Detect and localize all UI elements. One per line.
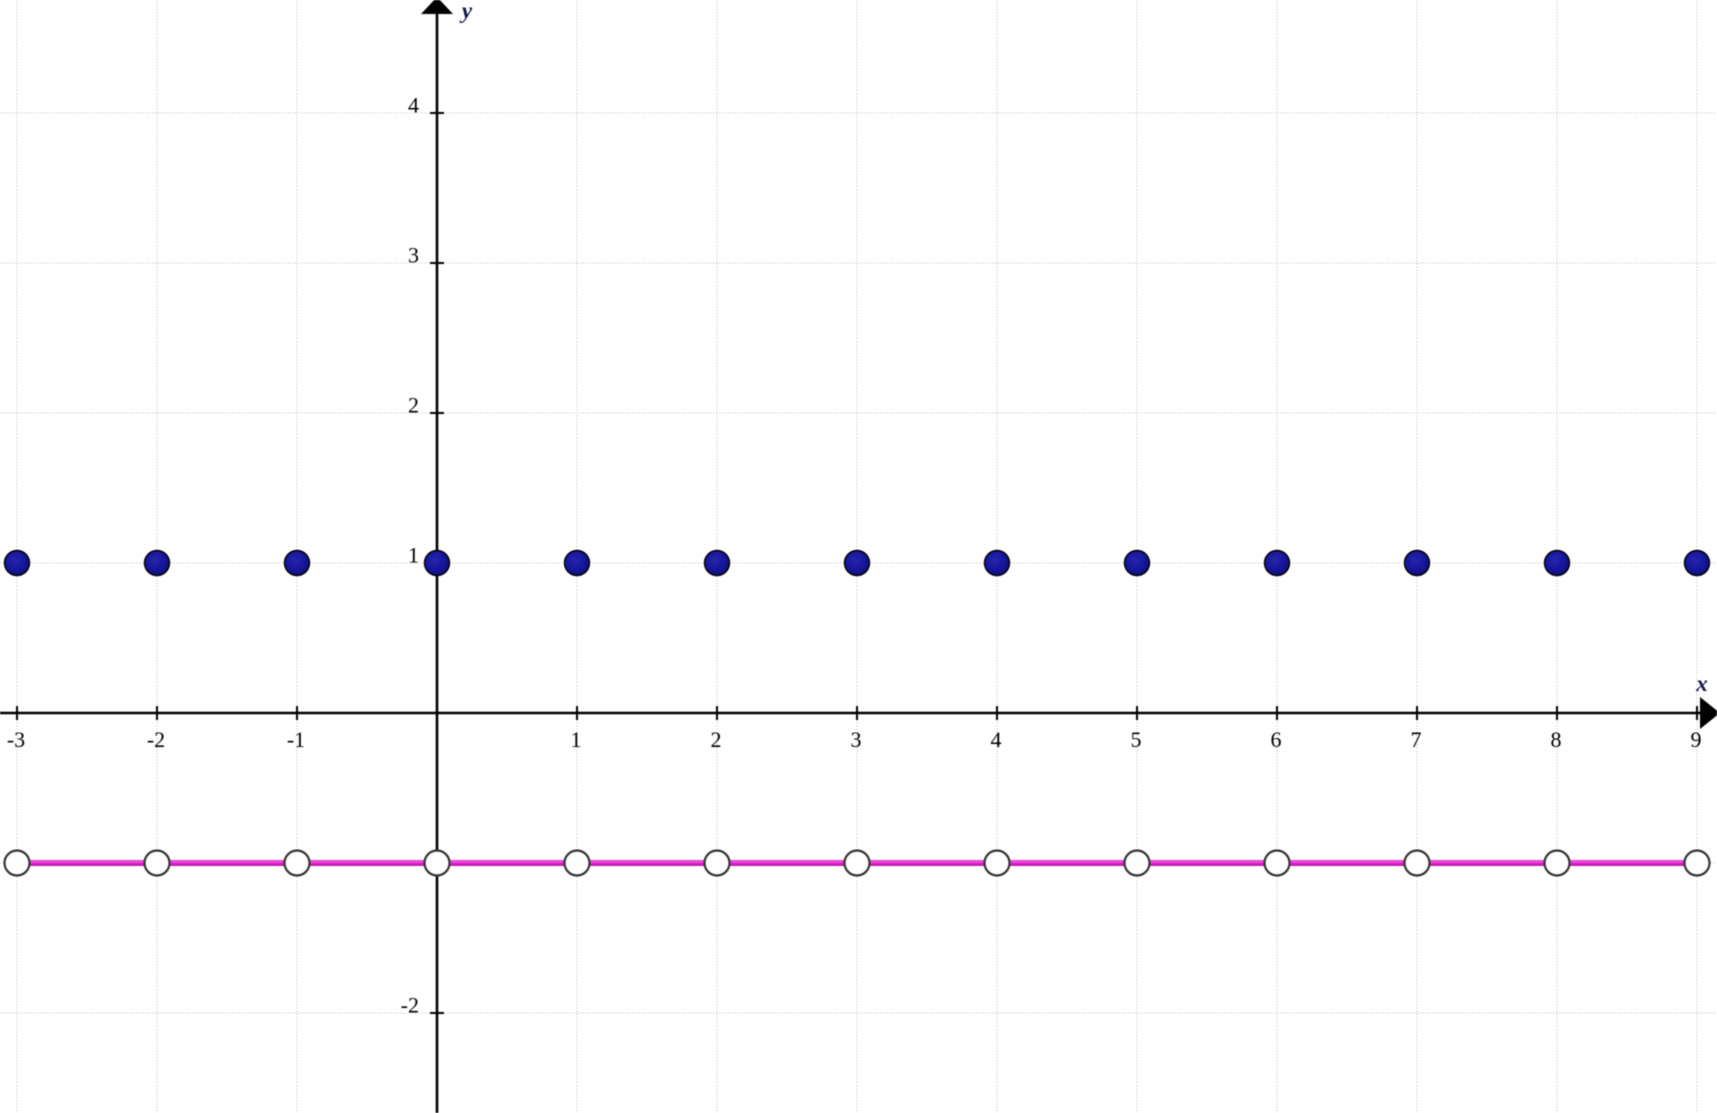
svg-text:2: 2 — [711, 727, 722, 752]
svg-text:y: y — [459, 0, 473, 23]
svg-text:4: 4 — [991, 727, 1002, 752]
svg-text:3: 3 — [408, 243, 419, 268]
svg-text:7: 7 — [1411, 727, 1422, 752]
svg-text:9: 9 — [1691, 727, 1702, 752]
svg-text:1: 1 — [571, 727, 582, 752]
svg-text:2: 2 — [408, 393, 419, 418]
svg-text:x: x — [1695, 671, 1708, 696]
svg-text:1: 1 — [408, 543, 419, 568]
svg-text:-2: -2 — [147, 727, 165, 752]
svg-text:4: 4 — [408, 93, 419, 118]
svg-text:3: 3 — [851, 727, 862, 752]
svg-text:5: 5 — [1131, 727, 1142, 752]
svg-text:-1: -1 — [287, 727, 305, 752]
svg-text:6: 6 — [1271, 727, 1282, 752]
svg-text:8: 8 — [1551, 727, 1562, 752]
svg-text:-2: -2 — [401, 993, 419, 1018]
svg-text:-3: -3 — [7, 727, 25, 752]
